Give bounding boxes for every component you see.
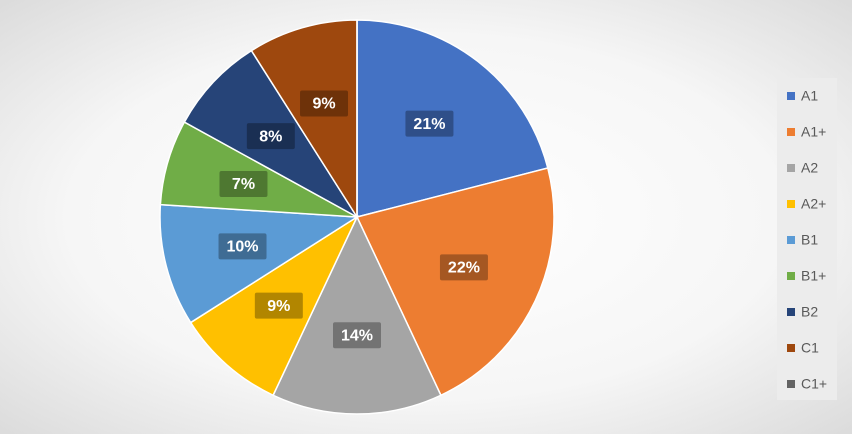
pie-slice <box>183 49 358 218</box>
label-bg <box>300 90 349 117</box>
pie-slice <box>272 215 442 415</box>
pie-slice <box>189 214 359 397</box>
legend-swatch <box>787 92 795 100</box>
label-bg <box>219 171 268 198</box>
data-label: 8% <box>259 128 282 145</box>
pie-slice <box>356 19 549 218</box>
data-label: 9% <box>312 96 335 113</box>
legend-label: C1+ <box>801 376 827 392</box>
legend-label: B1 <box>801 232 818 248</box>
legend-label: B2 <box>801 304 818 320</box>
label-bg <box>218 233 267 260</box>
data-label: 21% <box>413 116 445 133</box>
legend-swatch <box>787 380 795 388</box>
legend-swatch <box>787 308 795 316</box>
legend-swatch <box>787 164 795 172</box>
legend-swatch <box>787 128 795 136</box>
data-label: 22% <box>448 260 480 277</box>
legend-swatch <box>787 200 795 208</box>
data-label: 7% <box>232 176 255 193</box>
legend-label: A2+ <box>801 196 826 212</box>
legend-label: C1 <box>801 340 819 356</box>
pie-slice <box>355 167 555 397</box>
legend-label: A1 <box>801 88 818 104</box>
label-bg <box>405 110 454 137</box>
label-bg <box>439 254 488 281</box>
label-bg <box>333 322 381 349</box>
legend-label: A1+ <box>801 124 826 140</box>
legend-label: B1+ <box>801 268 826 284</box>
legend-swatch <box>787 236 795 244</box>
label-bg <box>246 123 295 150</box>
data-label: 10% <box>226 239 258 256</box>
legend-swatch <box>787 344 795 352</box>
label-bg <box>254 292 303 319</box>
legend-label: A2 <box>801 160 818 176</box>
data-label: 14% <box>341 327 373 344</box>
pie-slice <box>159 203 360 324</box>
data-label: 9% <box>267 298 290 315</box>
pie-slice <box>250 19 358 220</box>
legend-swatch <box>787 272 795 280</box>
